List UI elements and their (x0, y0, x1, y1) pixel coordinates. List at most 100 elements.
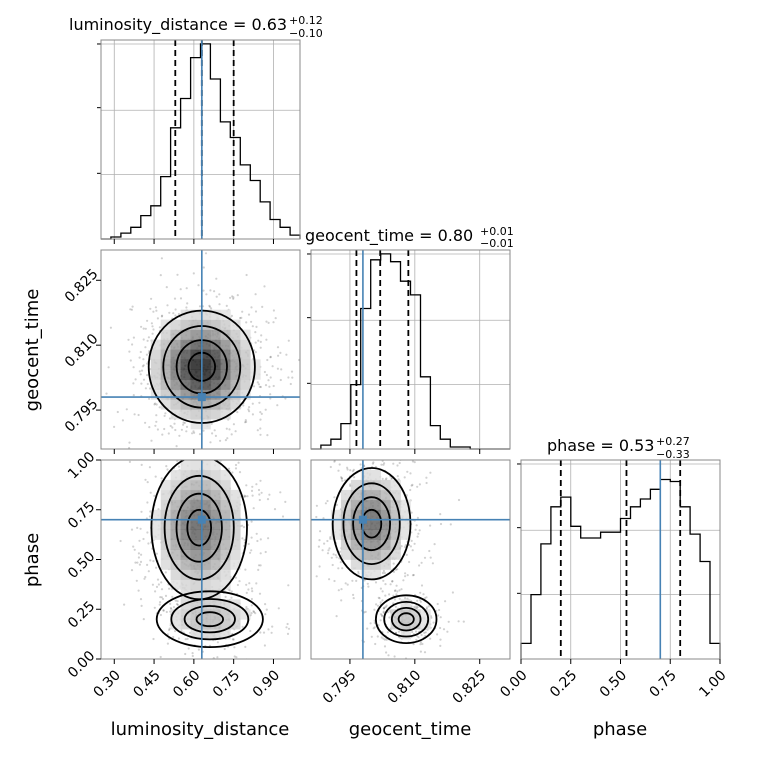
scatter-point (384, 605, 387, 609)
scatter-point (113, 425, 116, 428)
scatter-point (384, 594, 387, 597)
density-cell (400, 509, 411, 521)
scatter-point (416, 450, 418, 452)
scatter-point (380, 463, 383, 466)
svg-text:luminosity_distance = 0.63: luminosity_distance = 0.63 (69, 15, 287, 35)
scatter-point (231, 451, 233, 453)
density-cell (190, 489, 201, 501)
scatter-point (394, 589, 397, 592)
scatter-point (398, 589, 401, 592)
scatter-point (305, 551, 307, 553)
scatter-point (197, 284, 200, 287)
scatter-point (77, 379, 79, 381)
scatter-point (144, 478, 147, 481)
density-cell (170, 379, 181, 390)
scatter-point (415, 607, 418, 610)
scatter-point (267, 321, 270, 324)
scatter-point (147, 570, 150, 573)
scatter-point (394, 568, 397, 571)
scatter-point (215, 295, 218, 298)
scatter-point (205, 293, 208, 296)
scatter-point (412, 643, 415, 646)
histogram-step (520, 478, 721, 659)
scatter-point (418, 483, 421, 486)
scatter-point (185, 306, 188, 309)
scatter-point (259, 538, 262, 541)
scatter-point (442, 628, 446, 631)
density-cell (180, 329, 191, 340)
scatter-point (176, 460, 179, 463)
scatter-point (159, 655, 162, 659)
scatter-point (383, 645, 387, 648)
scatter-point (385, 604, 388, 607)
scatter-point (339, 561, 342, 564)
panel-phase-vs-geocent-time (305, 450, 510, 659)
scatter-point (359, 463, 362, 466)
scatter-point (346, 583, 349, 586)
scatter-point (357, 570, 360, 574)
scatter-point (219, 439, 222, 442)
scatter-point (406, 597, 409, 600)
scatter-point (197, 648, 200, 651)
scatter-point (218, 303, 221, 306)
scatter-point (259, 433, 262, 436)
histogram-luminosity-distance (97, 40, 301, 240)
x-tick-label-luminosity-distance: 0.45 (130, 667, 163, 700)
scatter-point (281, 515, 285, 518)
scatter-point (146, 501, 149, 504)
scatter-point (382, 463, 385, 466)
scatter-point (135, 579, 138, 582)
scatter-point (254, 351, 257, 354)
scatter-point (457, 620, 460, 623)
density-cell (170, 509, 181, 521)
scatter-point (371, 462, 374, 465)
scatter-point (174, 308, 177, 311)
density-cell (190, 509, 201, 521)
contour-line (383, 601, 430, 638)
scatter-point (413, 605, 416, 609)
scatter-point (393, 598, 397, 601)
scatter-point (395, 584, 398, 587)
scatter-point (131, 343, 134, 346)
scatter-point (151, 325, 154, 328)
scatter-point (318, 539, 321, 542)
density-cell (180, 339, 191, 350)
density-cell (160, 529, 171, 540)
scatter-point (340, 477, 343, 480)
scatter-point (250, 597, 253, 601)
scatter-point (183, 421, 186, 425)
density-cell (210, 319, 221, 330)
scatter-point (444, 600, 447, 603)
density-cell (220, 359, 231, 370)
density-cell (200, 460, 211, 471)
scatter-point (266, 498, 270, 501)
density-cell (180, 539, 191, 550)
scatter-point (388, 593, 391, 596)
scatter-point (164, 571, 167, 574)
scatter-point (168, 628, 171, 632)
density-cell (220, 389, 231, 400)
contour-line (195, 611, 225, 628)
density-cell (170, 319, 181, 330)
scatter-point (251, 413, 254, 416)
scatter-point (232, 297, 235, 300)
scatter-point (396, 568, 399, 571)
scatter-point (381, 590, 384, 593)
scatter-point (213, 290, 216, 293)
scatter-point (279, 378, 282, 382)
scatter-point (137, 589, 140, 592)
scatter-point (165, 465, 168, 468)
scatter-point (437, 614, 440, 617)
density-cell (170, 349, 181, 360)
density-cell (360, 489, 372, 501)
scatter-point (175, 603, 179, 606)
scatter-point (364, 450, 366, 452)
scatter-point (161, 433, 164, 436)
density-cell (170, 569, 181, 580)
scatter-point (363, 579, 366, 582)
title-phase: phase = 0.53 +0.27 −0.33 (547, 435, 690, 461)
y-tick-label-geocent-time: 0.825 (62, 266, 102, 306)
density-cell (180, 379, 191, 390)
scatter-point (328, 578, 331, 581)
scatter-point (383, 462, 386, 465)
